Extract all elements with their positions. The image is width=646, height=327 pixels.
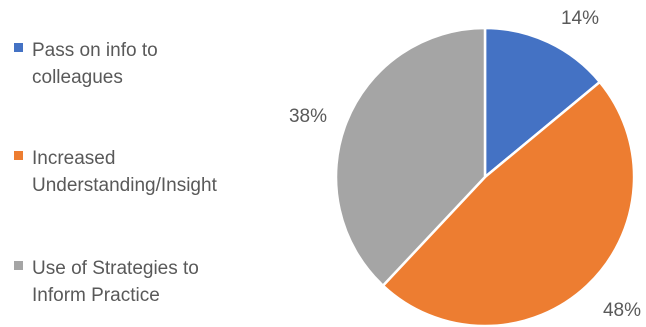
legend-label: Pass on info to colleagues [32, 40, 158, 88]
pie-slice [381, 80, 636, 327]
slice-percent-label: 38% [289, 106, 327, 127]
pie-slice [483, 26, 602, 179]
legend-label: Use of Strategies to Inform Practice [32, 258, 199, 306]
slice-percent-label: 48% [603, 300, 641, 321]
chart-legend: Pass on info to colleagues Increased Und… [0, 0, 260, 327]
pie-slice [334, 26, 487, 287]
legend-swatch [14, 151, 23, 160]
legend-swatch [14, 261, 23, 270]
legend-label: Increased Understanding/Insight [32, 148, 217, 196]
legend-swatch [14, 43, 23, 52]
slice-percent-label: 14% [561, 8, 599, 29]
